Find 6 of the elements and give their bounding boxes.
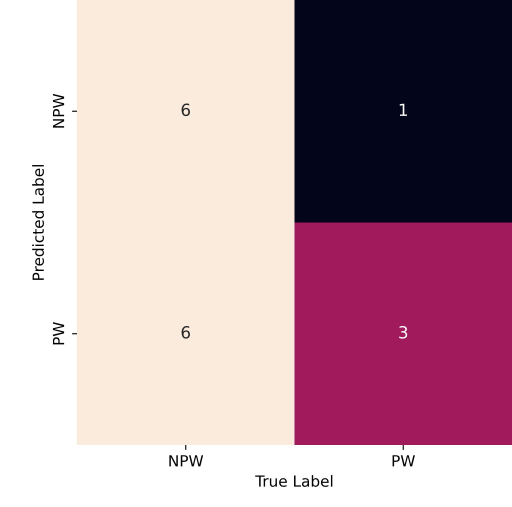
x-axis-title: True Label bbox=[255, 475, 332, 487]
data-label: 3 bbox=[399, 326, 408, 339]
data-label: 1 bbox=[400, 104, 408, 116]
data-label: 6 bbox=[182, 103, 190, 116]
data-label: 6 bbox=[182, 326, 190, 339]
y-axis-title: Predicted Label bbox=[32, 165, 44, 280]
